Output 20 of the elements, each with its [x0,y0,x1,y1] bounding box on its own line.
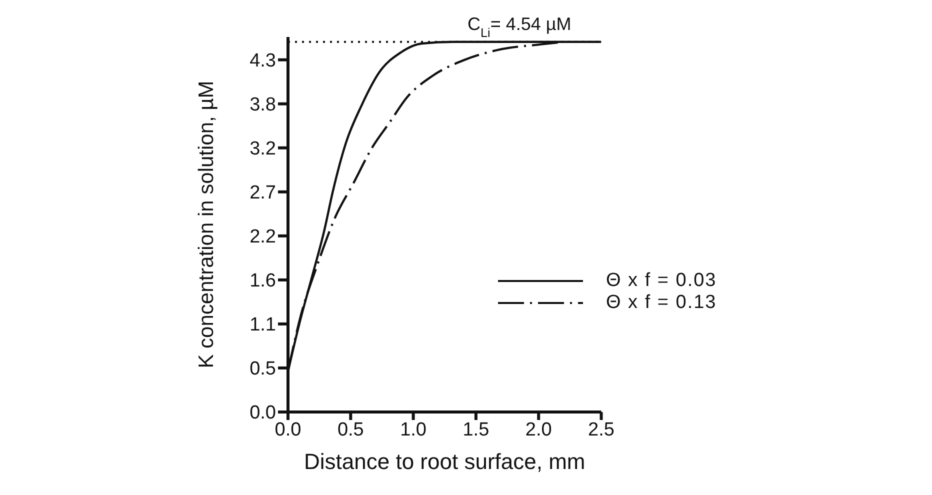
legend-label: Θ x f = 0.13 [606,292,717,314]
x-tick-label: 2.5 [588,419,614,440]
y-tick-label: 1.6 [250,270,276,292]
y-tick-label: 0.0 [250,402,276,424]
y-tick-label: 3.2 [250,138,276,160]
text: 2.0 [525,419,552,440]
y-tick-label: 2.2 [250,226,276,248]
y-tick-label: 1.1 [250,314,276,336]
text: 0.0 [274,419,302,440]
x-tick-label: 0.5 [337,419,364,440]
text: 1.0 [400,419,427,440]
legend-label: Θ x f = 0.03 [606,270,717,292]
x-axis-title: Distance to root surface, mm [304,449,586,474]
y-tick-label: 0.5 [250,358,276,380]
y-tick-label: 4.3 [250,50,276,72]
y-tick-label: 3.8 [250,94,276,116]
y-tick-label: 2.7 [250,182,276,204]
ref-line-label: C$_{Li}$= 4.54 µM [468,14,572,40]
y-axis-title: K concentration in solution, µM [195,80,218,368]
x-tick-label: 1.5 [462,419,490,440]
